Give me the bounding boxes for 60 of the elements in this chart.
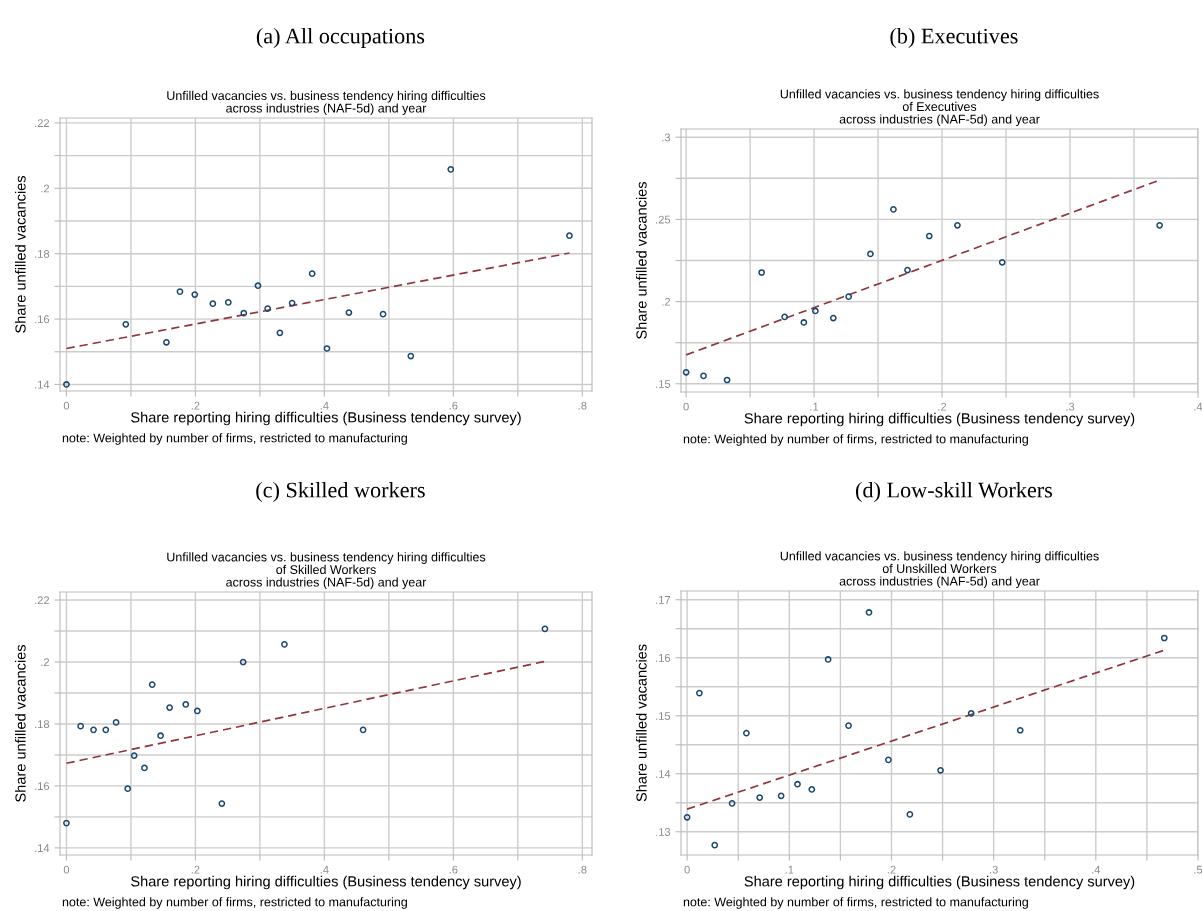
chart-title: (c) Skilled workers — [256, 481, 425, 503]
x-axis-title: Share reporting hiring difficulties (Business tendency survey) — [744, 412, 1135, 427]
x-tick-label: .4 — [1092, 865, 1101, 874]
text: note: Weighted by number of firms, restricted to manufacturing — [683, 897, 1028, 909]
y-tick-label: .13 — [656, 828, 671, 836]
x-tick-label: .2 — [887, 865, 896, 874]
y-tick-label: .18 — [35, 720, 50, 729]
text: note: Weighted by number of firms, restricted to manufacturing — [683, 434, 1028, 446]
y-tick-label: .22 — [35, 119, 50, 127]
chart-subtitle: Unfilled vacancies vs. business tendency hiring difficulties of Executives across industries (NAF-5d) and year — [780, 89, 1099, 127]
chart-title: (b) Executives — [890, 27, 1018, 49]
x-tick-label: 0 — [63, 401, 70, 410]
x-tick-label: .4 — [320, 865, 329, 874]
chart-subtitle: Unfilled vacancies vs. business tendency hiring difficulties across industries (NAF-5d) and year — [167, 90, 486, 116]
y-tick-label: .17 — [656, 596, 671, 604]
chart-subtitle: Unfilled vacancies vs. business tendency hiring difficulties of Skilled Workers across industries (NAF-5d) and year — [167, 552, 486, 590]
x-tick-label: .3 — [990, 865, 998, 874]
y-tick-label: .16 — [656, 653, 671, 662]
y-tick-label: .2 — [41, 658, 50, 667]
y-tick-label: .22 — [35, 596, 50, 605]
x-tick-label: .6 — [449, 401, 458, 410]
y-tick-label: .14 — [656, 770, 671, 778]
x-tick-label: .8 — [578, 865, 587, 874]
y-axis-title: Share unfilled vacancies — [635, 181, 647, 339]
x-axis-title: Share reporting hiring difficulties (Business tendency survey) — [744, 875, 1135, 890]
x-tick-label: .3 — [1066, 402, 1075, 411]
y-tick-label: .16 — [35, 315, 50, 324]
x-tick-label: .4 — [1194, 402, 1202, 411]
chart-title: (a) All occupations — [256, 27, 425, 49]
chart-title: (d) Low-skill Workers — [856, 481, 1053, 503]
y-tick-label: .18 — [35, 249, 50, 258]
y-tick-label: .16 — [35, 782, 50, 791]
x-tick-label: .2 — [191, 865, 200, 874]
y-tick-label: .3 — [662, 133, 671, 142]
y-tick-label: .15 — [656, 712, 671, 720]
x-tick-label: 0 — [684, 865, 690, 874]
y-axis-title: Share unfilled vacancies — [14, 644, 26, 802]
y-tick-label: .14 — [35, 380, 50, 389]
y-tick-label: .25 — [656, 215, 671, 224]
x-tick-label: .6 — [449, 865, 458, 874]
y-axis-title: Share unfilled vacancies — [635, 644, 647, 802]
x-tick-label: 0 — [63, 865, 70, 874]
text: note: Weighted by number of firms, restricted to manufacturing — [62, 433, 407, 445]
y-tick-label: .15 — [656, 380, 671, 388]
x-tick-label: .1 — [785, 865, 794, 874]
y-axis-title: Share unfilled vacancies — [14, 175, 26, 333]
x-tick-label: .5 — [1194, 865, 1202, 874]
y-tick-label: .2 — [662, 297, 671, 306]
chart-subtitle: Unfilled vacancies vs. business tendency hiring difficulties of Unskilled Workers across industries (NAF-5d) and year — [780, 551, 1099, 589]
x-tick-label: .2 — [938, 402, 947, 411]
y-tick-label: .14 — [35, 844, 50, 852]
x-axis-title: Share reporting hiring difficulties (Business tendency survey) — [131, 411, 521, 426]
x-tick-label: .1 — [810, 402, 819, 411]
x-tick-label: .4 — [320, 401, 329, 410]
x-tick-label: .2 — [191, 401, 200, 410]
x-tick-label: 0 — [683, 402, 689, 411]
y-tick-label: .2 — [41, 184, 50, 193]
text: note: Weighted by number of firms, restricted to manufacturing — [62, 897, 407, 909]
x-tick-label: .8 — [578, 401, 587, 410]
x-axis-title: Share reporting hiring difficulties (Business tendency survey) — [131, 875, 521, 890]
